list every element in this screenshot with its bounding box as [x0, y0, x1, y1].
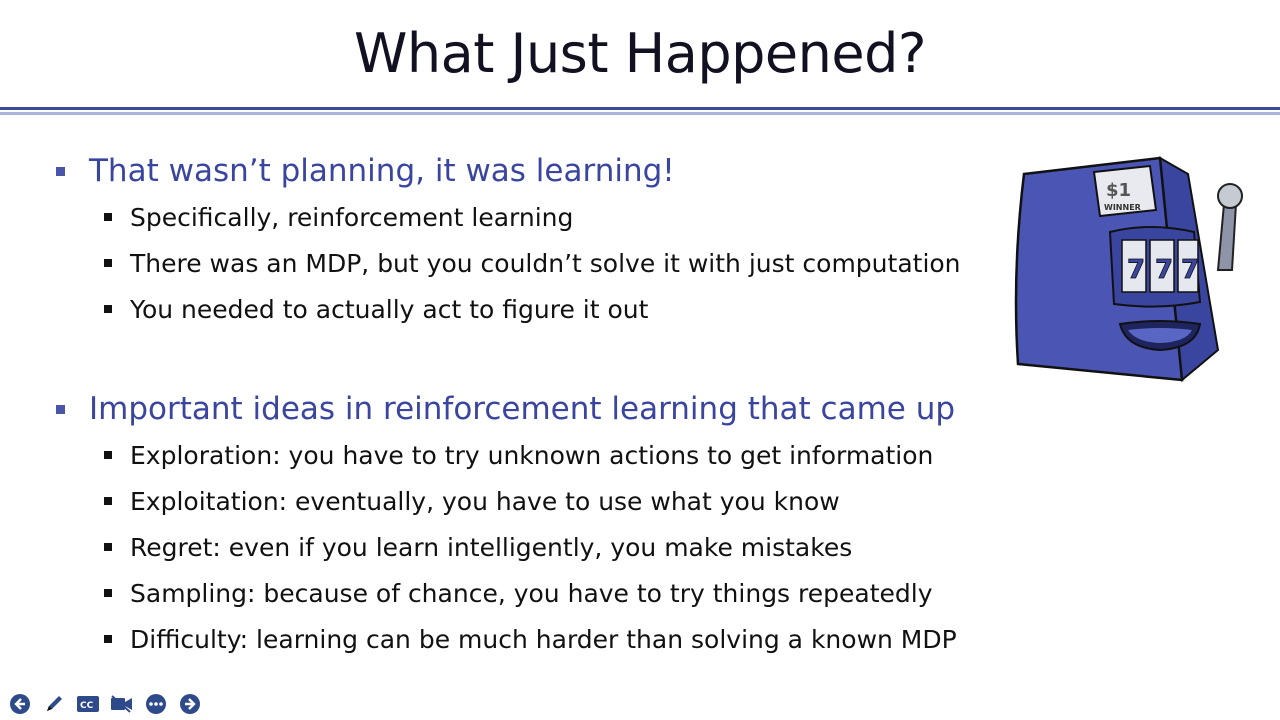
slot-machine-illustration: $1 WINNER 7 7 7 — [1014, 156, 1243, 382]
slot-label: WINNER — [1104, 203, 1141, 212]
bullet-heading: That wasn’t planning, it was learning! — [56, 148, 961, 194]
square-bullet-icon — [104, 213, 112, 221]
sub-bullet-text: Exploration: you have to try unknown act… — [130, 440, 934, 470]
square-bullet-icon — [56, 404, 65, 414]
slot-reel-3: 7 — [1181, 255, 1199, 285]
captions-icon: CC — [77, 696, 99, 712]
slide-title: What Just Happened? — [353, 22, 927, 85]
square-bullet-icon — [104, 305, 112, 313]
sub-bullet: There was an MDP, but you couldn’t solve… — [56, 240, 961, 286]
bullet-heading-text: Important ideas in reinforcement learnin… — [89, 391, 956, 427]
sub-bullet: Exploration: you have to try unknown act… — [56, 432, 957, 478]
square-bullet-icon — [104, 635, 112, 643]
pen-icon — [47, 696, 62, 711]
previous-slide-button[interactable] — [8, 692, 32, 716]
more-options-icon — [146, 694, 166, 714]
bullet-heading-text: That wasn’t planning, it was learning! — [89, 153, 675, 189]
square-bullet-icon — [104, 589, 112, 597]
sub-bullet-text: Exploitation: eventually, you have to us… — [130, 486, 840, 516]
previous-slide-icon — [10, 694, 30, 714]
title-rule-shadow — [0, 112, 1280, 115]
slot-reel-1: 7 — [1127, 255, 1145, 285]
sub-bullet: Sampling: because of chance, you have to… — [56, 570, 957, 616]
square-bullet-icon — [104, 451, 112, 459]
pen-tool-button[interactable] — [42, 692, 66, 716]
slot-price: $1 — [1106, 180, 1131, 201]
sub-bullet-text: Specifically, reinforcement learning — [130, 202, 574, 232]
sub-bullet: You needed to actually act to figure it … — [56, 286, 961, 332]
camera-icon — [111, 695, 132, 713]
slot-reel-2: 7 — [1155, 255, 1173, 285]
square-bullet-icon — [104, 543, 112, 551]
bullet-heading: Important ideas in reinforcement learnin… — [56, 386, 957, 432]
sub-bullet-text: You needed to actually act to figure it … — [130, 294, 649, 324]
sub-bullet: Difficulty: learning can be much harder … — [56, 616, 957, 662]
square-bullet-icon — [56, 166, 65, 176]
sub-bullet-text: Difficulty: learning can be much harder … — [130, 624, 957, 654]
square-bullet-icon — [104, 259, 112, 267]
bullet-section-2: Important ideas in reinforcement learnin… — [56, 386, 957, 662]
more-options-button[interactable] — [144, 692, 168, 716]
captions-label: CC — [80, 701, 94, 711]
next-slide-icon — [180, 694, 200, 714]
camera-button[interactable] — [110, 692, 134, 716]
next-slide-button[interactable] — [178, 692, 202, 716]
sub-bullet-text: There was an MDP, but you couldn’t solve… — [130, 248, 961, 278]
slideshow-toolbar: CC — [8, 690, 202, 718]
captions-button[interactable]: CC — [76, 692, 100, 716]
sub-bullet: Specifically, reinforcement learning — [56, 194, 961, 240]
sub-bullet-text: Sampling: because of chance, you have to… — [130, 578, 933, 608]
sub-bullet: Exploitation: eventually, you have to us… — [56, 478, 957, 524]
sub-bullet-text: Regret: even if you learn intelligently,… — [130, 532, 853, 562]
sub-bullet: Regret: even if you learn intelligently,… — [56, 524, 957, 570]
square-bullet-icon — [104, 497, 112, 505]
title-rule — [0, 107, 1280, 110]
bullet-section-1: That wasn’t planning, it was learning! S… — [56, 148, 961, 332]
